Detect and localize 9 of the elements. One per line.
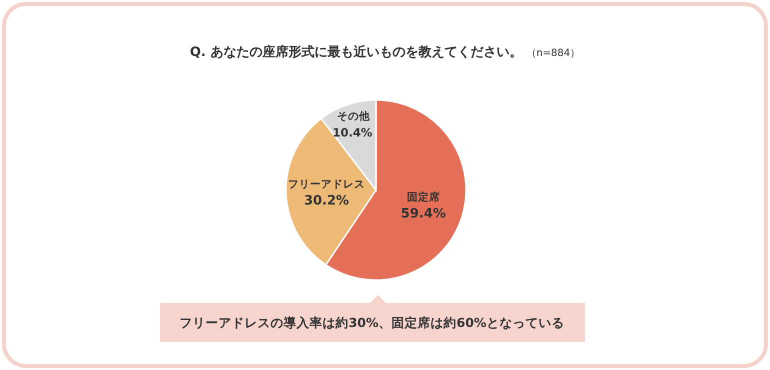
data-label: 30.2% xyxy=(304,194,350,209)
slice-label: 固定席 xyxy=(406,190,440,204)
chart-title: Q. あなたの座席形式に最も近いものを教えてください。 xyxy=(190,44,522,60)
slice-label: フリーアドレス xyxy=(288,178,366,191)
text: （n=884） xyxy=(526,48,580,59)
data-label: 59.4% xyxy=(400,206,446,222)
data-label: 10.4% xyxy=(332,126,373,140)
slice-label: その他 xyxy=(336,110,371,123)
annotation: フリーアドレスの導入率は約30%、固定席は約60%となっている xyxy=(160,295,585,342)
